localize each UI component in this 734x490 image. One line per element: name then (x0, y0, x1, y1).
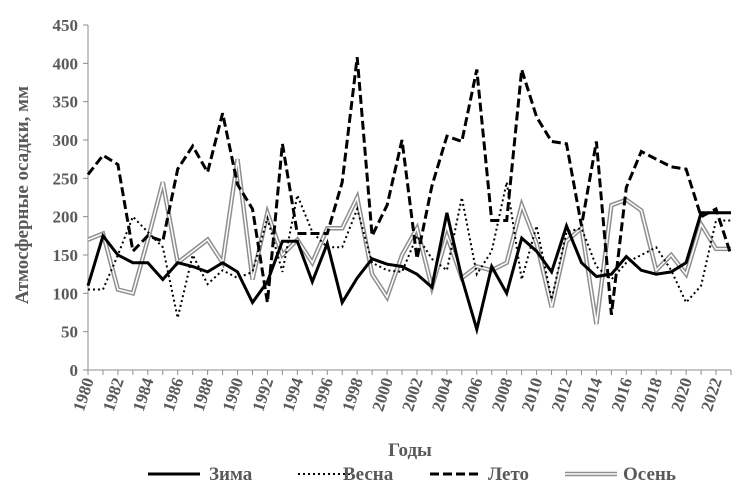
legend: Зима Весна Лето Осень (148, 464, 676, 485)
series-2-line (86, 57, 733, 315)
series-2-stroke-0 (86, 57, 733, 315)
y-tick-label: 250 (53, 169, 79, 188)
series-layer (86, 57, 733, 336)
legend-label-1: Весна (343, 464, 394, 485)
legend-item-1: Весна (298, 464, 394, 485)
x-tick-label: 2002 (398, 375, 427, 413)
x-tick-label: 1984 (129, 375, 158, 414)
x-tick-label: 1998 (338, 375, 367, 413)
x-tick-label: 1992 (249, 375, 278, 413)
x-tick-label: 2022 (697, 375, 726, 413)
y-tick-label: 300 (53, 131, 79, 150)
y-tick-label: 0 (70, 361, 79, 380)
x-tick-label: 1982 (99, 375, 128, 413)
x-tick-label: 2020 (667, 375, 696, 413)
y-tick-label: 200 (53, 208, 79, 227)
x-tick-label: 2010 (518, 375, 547, 413)
x-tick-label: 1988 (189, 375, 218, 413)
x-tick-label: 2016 (608, 375, 637, 413)
x-tick-label: 1996 (308, 375, 337, 413)
x-tick-label: 2004 (428, 375, 457, 414)
legend-item-3: Осень (565, 464, 676, 485)
series-0-stroke-0 (86, 211, 731, 336)
x-tick-label: 1980 (69, 375, 98, 413)
x-tick-label: 2014 (578, 375, 607, 414)
x-tick-label: 2006 (458, 375, 487, 413)
x-tick-label: 2008 (488, 375, 517, 413)
legend-label-3: Осень (623, 464, 676, 485)
y-tick-label: 50 (61, 323, 78, 342)
y-tick-label: 450 (53, 16, 79, 35)
y-tick-label: 350 (53, 93, 79, 112)
series-0-line (86, 211, 731, 336)
y-tick-label: 400 (53, 54, 79, 73)
series-3-line (87, 158, 731, 325)
legend-item-2: Лето (430, 464, 529, 485)
x-tick-label: 1990 (219, 375, 248, 413)
y-tick-label: 100 (53, 284, 79, 303)
legend-label-0: Зима (209, 464, 253, 485)
series-3-stroke-1 (87, 159, 731, 325)
y-tick-label: 150 (53, 246, 79, 265)
y-axis-title: Атмосферные осадки, мм (12, 86, 33, 304)
x-tick-label: 2012 (548, 375, 577, 413)
x-tick-label: 1994 (279, 375, 308, 414)
x-axis-title: Годы (388, 440, 432, 461)
x-tick-label: 2018 (637, 375, 666, 413)
x-tick-label: 2000 (368, 375, 397, 413)
x-tick-label: 1986 (159, 375, 188, 413)
legend-item-0: Зима (148, 464, 253, 485)
legend-label-2: Лето (488, 464, 529, 485)
